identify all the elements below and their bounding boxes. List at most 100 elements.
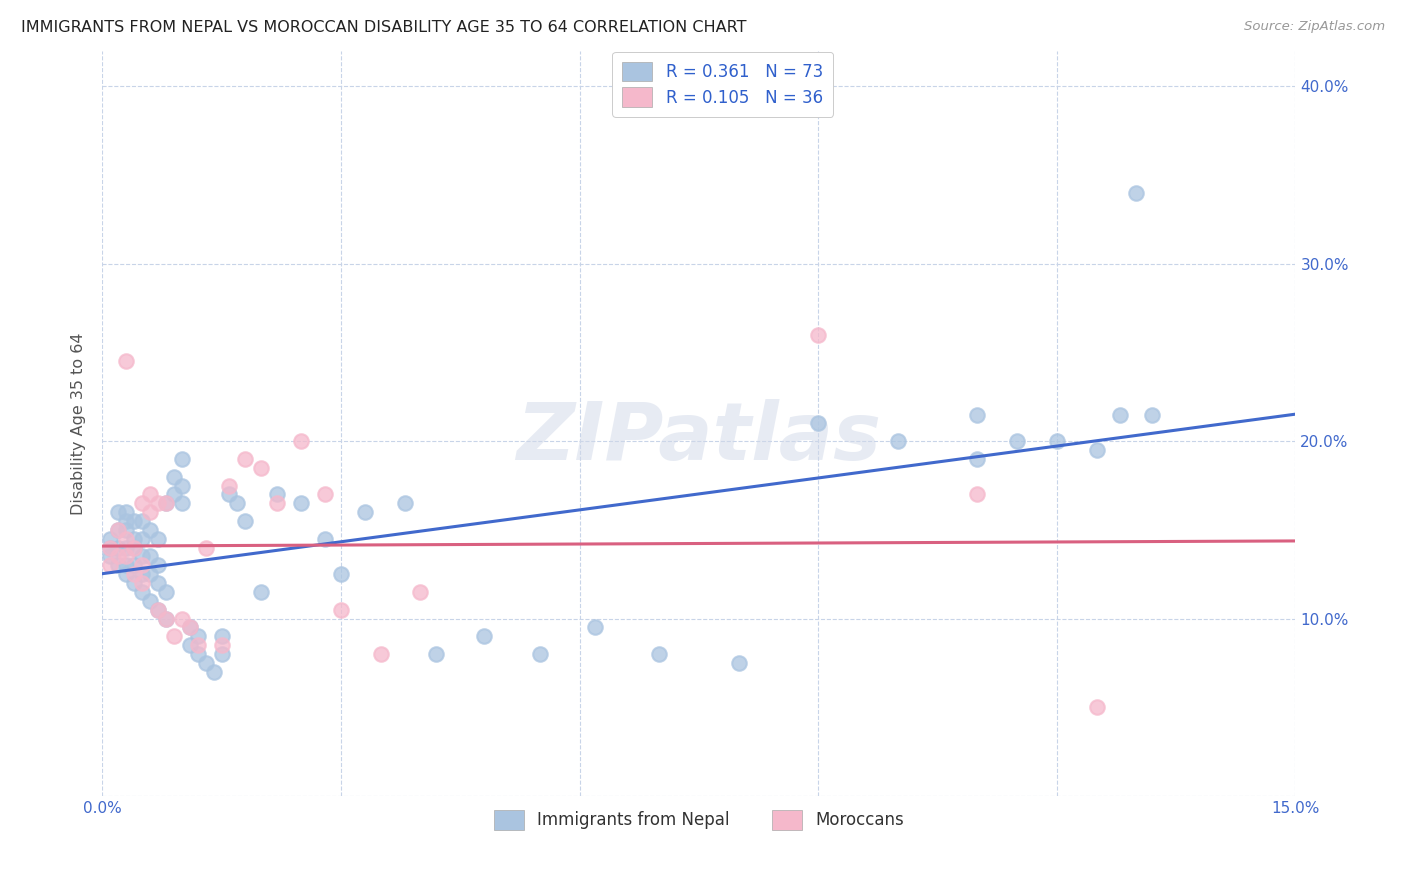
Point xyxy=(187,629,209,643)
Point xyxy=(353,505,375,519)
Point xyxy=(131,585,153,599)
Point xyxy=(266,487,288,501)
Point xyxy=(146,576,169,591)
Point xyxy=(179,620,201,634)
Point xyxy=(107,523,129,537)
Point xyxy=(370,647,392,661)
Point xyxy=(139,523,162,537)
Point xyxy=(394,496,416,510)
Point xyxy=(146,603,169,617)
Point xyxy=(146,558,169,573)
Point xyxy=(250,585,273,599)
Point xyxy=(107,549,129,564)
Text: ZIPatlas: ZIPatlas xyxy=(516,400,882,477)
Point xyxy=(179,638,201,652)
Point xyxy=(131,567,153,582)
Point xyxy=(122,541,145,555)
Point xyxy=(115,354,138,368)
Point xyxy=(107,523,129,537)
Point xyxy=(290,434,312,449)
Point xyxy=(314,487,336,501)
Text: IMMIGRANTS FROM NEPAL VS MOROCCAN DISABILITY AGE 35 TO 64 CORRELATION CHART: IMMIGRANTS FROM NEPAL VS MOROCCAN DISABI… xyxy=(21,20,747,35)
Point xyxy=(648,647,671,661)
Point xyxy=(211,629,233,643)
Point xyxy=(1109,408,1132,422)
Point xyxy=(266,496,288,510)
Point xyxy=(170,612,193,626)
Point xyxy=(170,496,193,510)
Text: Source: ZipAtlas.com: Source: ZipAtlas.com xyxy=(1244,20,1385,33)
Point xyxy=(131,532,153,546)
Point xyxy=(250,460,273,475)
Point xyxy=(146,496,169,510)
Point xyxy=(115,532,138,546)
Point xyxy=(139,487,162,501)
Point xyxy=(211,638,233,652)
Point xyxy=(218,478,240,492)
Point xyxy=(146,603,169,617)
Point xyxy=(155,612,177,626)
Point xyxy=(107,505,129,519)
Point xyxy=(155,612,177,626)
Point xyxy=(98,541,121,555)
Legend: Immigrants from Nepal, Moroccans: Immigrants from Nepal, Moroccans xyxy=(488,804,910,836)
Point xyxy=(187,638,209,652)
Y-axis label: Disability Age 35 to 64: Disability Age 35 to 64 xyxy=(72,332,86,515)
Point xyxy=(235,514,257,528)
Point xyxy=(115,558,138,573)
Point xyxy=(235,451,257,466)
Point xyxy=(1046,434,1069,449)
Point xyxy=(187,647,209,661)
Point xyxy=(122,532,145,546)
Point xyxy=(155,496,177,510)
Point xyxy=(131,496,153,510)
Point xyxy=(163,629,186,643)
Point xyxy=(115,541,138,555)
Point xyxy=(163,487,186,501)
Point xyxy=(131,549,153,564)
Point xyxy=(409,585,432,599)
Point xyxy=(179,620,201,634)
Point xyxy=(1085,700,1108,714)
Point xyxy=(1125,186,1147,200)
Point xyxy=(155,585,177,599)
Point xyxy=(115,523,138,537)
Point xyxy=(194,541,217,555)
Point xyxy=(1085,442,1108,457)
Point xyxy=(131,576,153,591)
Point xyxy=(131,514,153,528)
Point xyxy=(98,532,121,546)
Point xyxy=(966,487,988,501)
Point xyxy=(583,620,606,634)
Point xyxy=(139,505,162,519)
Point xyxy=(98,558,121,573)
Point xyxy=(115,567,138,582)
Point xyxy=(139,567,162,582)
Point xyxy=(218,487,240,501)
Point xyxy=(115,505,138,519)
Point xyxy=(107,558,129,573)
Point xyxy=(1005,434,1028,449)
Point xyxy=(139,549,162,564)
Point xyxy=(170,478,193,492)
Point xyxy=(329,603,352,617)
Point xyxy=(122,576,145,591)
Point xyxy=(107,541,129,555)
Point xyxy=(170,451,193,466)
Point xyxy=(131,558,153,573)
Point xyxy=(1142,408,1164,422)
Point xyxy=(139,594,162,608)
Point xyxy=(807,327,830,342)
Point xyxy=(425,647,447,661)
Point xyxy=(122,541,145,555)
Point xyxy=(472,629,495,643)
Point xyxy=(98,549,121,564)
Point xyxy=(807,417,830,431)
Point xyxy=(529,647,551,661)
Point xyxy=(194,656,217,670)
Point xyxy=(115,514,138,528)
Point xyxy=(98,541,121,555)
Point xyxy=(290,496,312,510)
Point xyxy=(226,496,249,510)
Point xyxy=(163,469,186,483)
